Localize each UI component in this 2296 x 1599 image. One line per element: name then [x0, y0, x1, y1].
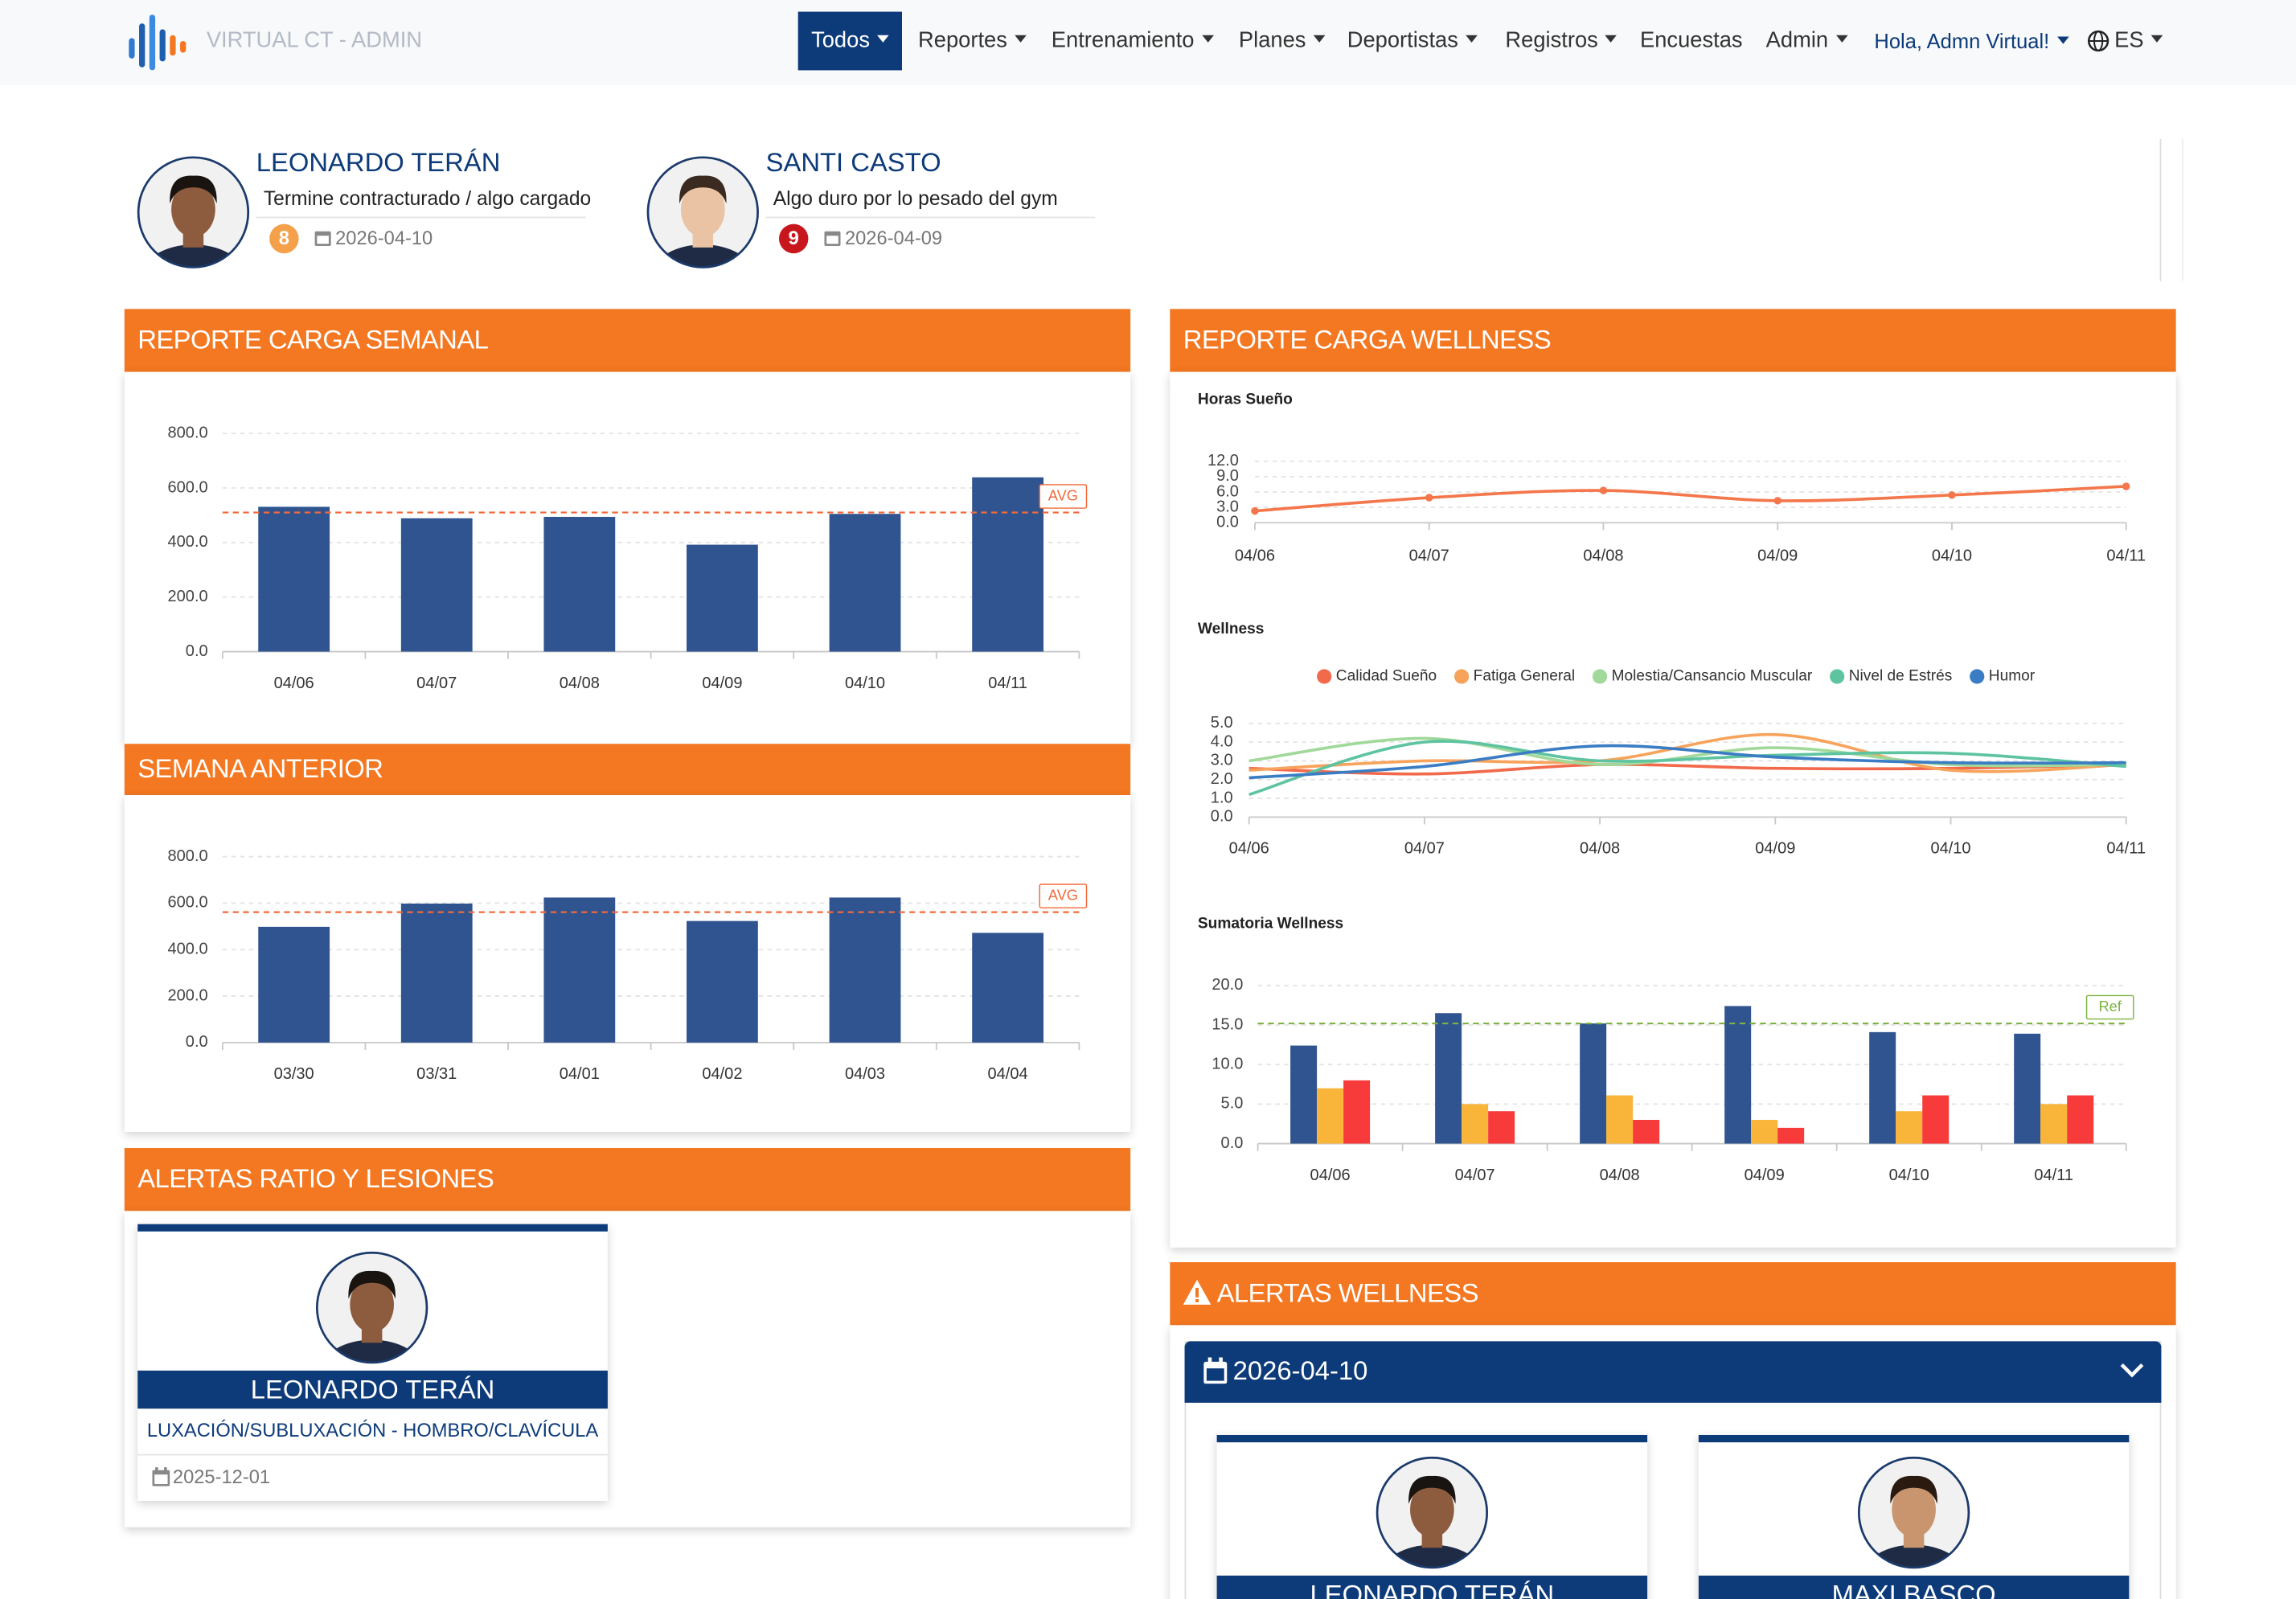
avatar-neck	[692, 227, 714, 248]
alert-card[interactable]	[1698, 1435, 2130, 1599]
avatar-hair	[679, 175, 727, 204]
calendar-body	[824, 231, 841, 247]
menu-item[interactable]: Todos	[797, 11, 903, 71]
avatar-bg	[139, 158, 248, 267]
card-name: LEONARDO TERÁN	[137, 1370, 608, 1409]
alert-card[interactable]	[137, 1224, 608, 1501]
card-name: LEONARDO TERÁN	[1216, 1575, 1648, 1599]
avatar	[648, 158, 757, 267]
avatar-shirt	[143, 244, 244, 267]
athlete-name: SANTI CASTO	[765, 147, 941, 178]
menu-item[interactable]: Planes	[1239, 12, 1325, 71]
menu-item[interactable]: Encuestas	[1640, 27, 1743, 53]
menu-item[interactable]: Reportes	[918, 12, 1027, 71]
score-badge: 9	[779, 223, 809, 254]
calendar-body	[314, 231, 331, 247]
calendar-icon	[1203, 1357, 1228, 1384]
language[interactable]: ES	[2114, 12, 2163, 71]
panel-header: REPORTE CARGA WELLNESS	[1170, 309, 2176, 372]
avatar-face	[680, 181, 725, 238]
calendar-face	[317, 236, 329, 244]
divider	[137, 1453, 608, 1456]
avatar-shirt	[653, 244, 753, 267]
menu-item[interactable]: Registros	[1505, 12, 1617, 71]
alert-card[interactable]	[1216, 1435, 1648, 1599]
warning-icon	[1183, 1279, 1212, 1305]
menu-item[interactable]: Admin	[1766, 12, 1847, 71]
logo[interactable]	[126, 14, 194, 71]
chevron[interactable]	[2119, 1360, 2146, 1381]
avatar-border	[137, 156, 250, 269]
avatar	[139, 158, 248, 267]
user-menu[interactable]: Hola, Admn Virtual!	[1874, 12, 2068, 71]
accordion-date: 2026-04-10	[1232, 1355, 1368, 1386]
divider	[256, 216, 586, 219]
panel-header: SEMANA ANTERIOR	[124, 744, 1131, 796]
comment: Termine contracturado / algo cargado	[263, 187, 592, 210]
calendar-icon	[314, 231, 331, 247]
avatar-border	[646, 156, 759, 269]
divider	[765, 216, 1096, 219]
athlete-name: LEONARDO TERÁN	[256, 147, 501, 178]
panel-header: ALERTAS RATIO Y LESIONES	[124, 1148, 1131, 1212]
accordion-header[interactable]	[1184, 1341, 2162, 1403]
menu-item[interactable]: Entrenamiento	[1052, 12, 1213, 71]
calendar-face	[826, 236, 838, 244]
score-badge: 8	[269, 223, 299, 254]
comment: Algo duro por lo pesado del gym	[773, 187, 1058, 210]
panel-body	[124, 795, 1131, 1132]
avatar-neck	[182, 227, 204, 248]
comment-date: 2026-04-10	[335, 227, 433, 249]
calendar-icon	[152, 1467, 170, 1486]
menu-item[interactable]: Deportistas	[1347, 12, 1478, 71]
scrollbar	[2159, 139, 2183, 281]
card-name: MAXI BASCO	[1698, 1575, 2130, 1599]
panel-body	[124, 371, 1131, 744]
calendar-icon	[824, 231, 841, 247]
avatar-bg	[648, 158, 757, 267]
brand[interactable]: VIRTUAL CT - ADMIN	[206, 27, 423, 53]
avatar-hair	[170, 175, 217, 204]
card-date: 2025-12-01	[172, 1466, 271, 1488]
injury: LUXACIÓN/SUBLUXACIÓN - HOMBRO/CLAVÍCULA	[146, 1418, 599, 1441]
panel-body	[1170, 371, 2176, 1248]
panel-header: REPORTE CARGA SEMANAL	[124, 309, 1131, 372]
panel-header: ALERTAS WELLNESS	[1170, 1262, 2176, 1326]
comment-date: 2026-04-09	[844, 227, 943, 249]
avatar-face	[171, 181, 215, 238]
